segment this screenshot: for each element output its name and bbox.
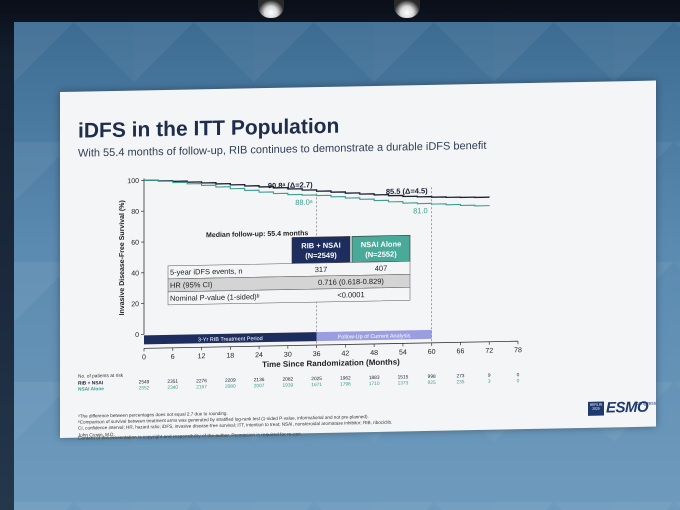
y-tick-label: 80 bbox=[131, 209, 139, 216]
inset-header-n-0: (N=2549) bbox=[305, 251, 337, 261]
inset-row-label-1: HR (95% CI) bbox=[170, 280, 213, 290]
y-tick-label: 20 bbox=[131, 301, 139, 308]
x-tick-label: 6 bbox=[171, 354, 175, 361]
x-tick-label: 66 bbox=[457, 348, 465, 355]
x-tick-label: 24 bbox=[255, 352, 263, 359]
y-tick-label: 40 bbox=[131, 270, 139, 277]
at-risk-value: 235 bbox=[456, 379, 464, 385]
x-axis-label: Time Since Randomization (Months) bbox=[262, 357, 400, 369]
y-axis-label: Invasive Disease-Free Survival (%) bbox=[119, 200, 126, 315]
annotation-label-0: 90.8ᵃ (Δ=2.7) bbox=[268, 180, 313, 190]
inset-cell-0-0: 317 bbox=[315, 265, 328, 274]
slide-subtitle: With 55.4 months of follow-up, RIB conti… bbox=[78, 139, 487, 160]
x-tick-label: 72 bbox=[485, 348, 493, 355]
at-risk-value: 1710 bbox=[369, 381, 380, 387]
annotation-label-2: 85.5 (Δ=4.5) bbox=[386, 186, 428, 196]
inset-span-2: <0.0001 bbox=[337, 290, 364, 300]
inset-header-name-1: NSAI Alone bbox=[361, 239, 402, 249]
band-1 bbox=[316, 329, 432, 342]
logo-badge-year: 2025 bbox=[592, 407, 600, 412]
y-tick-label: 60 bbox=[131, 240, 139, 247]
at-risk-value: 2351 bbox=[167, 379, 178, 385]
slide-title: iDFS in the ITT Population bbox=[78, 114, 340, 143]
x-tick-label: 42 bbox=[341, 350, 349, 357]
band-label-1: Follow-Up of Current Analysis bbox=[338, 333, 411, 340]
x-axis-line bbox=[144, 340, 518, 349]
at-risk-title: No. of patients at risk bbox=[78, 373, 124, 380]
at-risk-value: 1515 bbox=[398, 374, 409, 380]
at-risk-value: 0 bbox=[517, 372, 520, 378]
at-risk-value: 1798 bbox=[340, 381, 351, 387]
annotation-label-3: 81.0 bbox=[413, 206, 428, 215]
band-label-0: 3-Yr RIB Treatment Period bbox=[198, 336, 263, 343]
y-tick-label: 0 bbox=[135, 332, 139, 339]
inset-cell-0-1: 407 bbox=[375, 264, 388, 273]
x-tick-label: 12 bbox=[198, 353, 206, 360]
at-risk-value: 2025 bbox=[311, 376, 322, 382]
esmo-logo: BERLIN 2025 ESMO congress bbox=[588, 399, 656, 420]
inset-caption: Median follow-up: 55.4 months bbox=[206, 230, 308, 239]
at-risk-value: 2552 bbox=[139, 385, 150, 391]
at-risk-value: 273 bbox=[456, 373, 464, 379]
at-risk-value: 1962 bbox=[340, 375, 351, 381]
x-tick-label: 54 bbox=[399, 349, 407, 356]
at-risk-value: 998 bbox=[428, 374, 436, 380]
ceiling-light-right bbox=[394, 0, 420, 18]
at-risk-value: 925 bbox=[428, 380, 436, 386]
at-risk-value: 2209 bbox=[225, 378, 236, 384]
ceiling-light-left bbox=[258, 0, 284, 18]
presentation-slide: iDFS in the ITT Population With 55.4 mon… bbox=[60, 80, 656, 442]
x-tick-label: 78 bbox=[514, 347, 522, 354]
at-risk-value: 9 bbox=[488, 373, 491, 379]
inset-row-2 bbox=[167, 287, 411, 306]
annotation-label-1: 88.0ᵃ bbox=[295, 198, 313, 207]
y-tick-label: 100 bbox=[127, 178, 139, 185]
at-risk-value: 2007 bbox=[254, 383, 265, 389]
x-tick-label: 0 bbox=[142, 354, 146, 361]
km-curve-rib-nsai bbox=[144, 179, 490, 199]
km-curve-nsai-alone bbox=[144, 179, 490, 207]
inset-row-label-2: Nominal P-value (1-sided)ᵇ bbox=[170, 292, 260, 303]
at-risk-value: 2549 bbox=[139, 379, 150, 385]
at-risk-row-label-0: RIB + NSAI bbox=[78, 380, 104, 386]
inset-header-n-1: (N=2552) bbox=[365, 250, 397, 260]
at-risk-value: 2340 bbox=[167, 385, 178, 391]
at-risk-value: 2136 bbox=[254, 377, 265, 383]
at-risk-value: 1939 bbox=[283, 383, 294, 389]
at-risk-value: 1883 bbox=[369, 375, 380, 381]
at-risk-value: 2276 bbox=[196, 378, 207, 384]
at-risk-row-label-1: NSAI Alone bbox=[78, 386, 104, 393]
at-risk-value: 0 bbox=[517, 378, 520, 384]
at-risk-value: 1373 bbox=[398, 380, 409, 386]
at-risk-value: 3 bbox=[488, 379, 491, 385]
inset-span-1: 0.716 (0.618-0.829) bbox=[318, 277, 384, 287]
x-tick-label: 30 bbox=[284, 352, 292, 359]
at-risk-value: 1671 bbox=[311, 382, 322, 388]
inset-row-label-0: 5-year iDFS events, n bbox=[170, 266, 243, 276]
x-tick-label: 60 bbox=[428, 349, 436, 356]
at-risk-value: 2082 bbox=[283, 377, 294, 383]
logo-word: congress bbox=[636, 400, 657, 407]
inset-header-name-0: RIB + NSAI bbox=[301, 241, 340, 251]
at-risk-value: 2080 bbox=[225, 384, 236, 390]
x-tick-label: 18 bbox=[226, 353, 234, 360]
at-risk-value: 2167 bbox=[196, 384, 207, 390]
x-tick-label: 48 bbox=[370, 350, 378, 357]
band-0 bbox=[144, 332, 317, 345]
x-tick-label: 36 bbox=[313, 351, 321, 358]
logo-badge: BERLIN 2025 bbox=[588, 401, 604, 416]
